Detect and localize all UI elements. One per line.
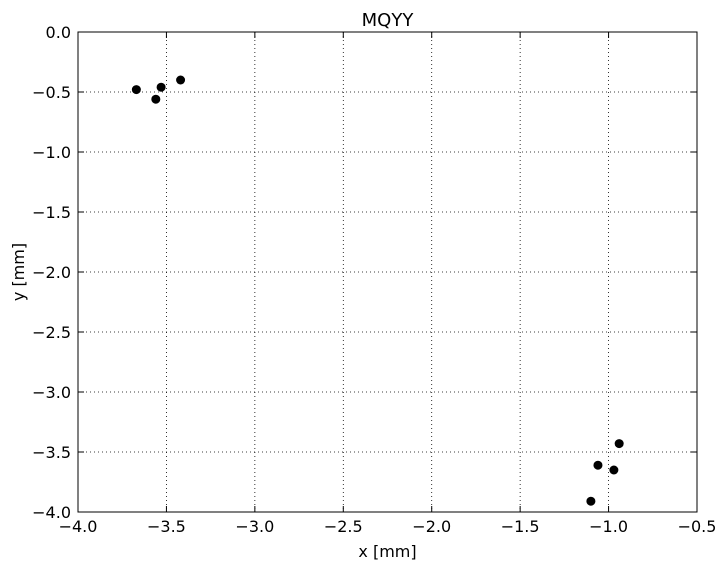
y-tick-label: −4.0 xyxy=(32,503,71,522)
y-axis-label: y [mm] xyxy=(9,243,28,301)
y-tick-label: −0.5 xyxy=(32,83,71,102)
data-point xyxy=(176,75,186,85)
x-tick-label: −4.0 xyxy=(59,517,98,536)
y-tick-label: −1.0 xyxy=(32,143,71,162)
data-point xyxy=(156,82,166,92)
x-axis-ticks: −4.0 −3.5 −3.0 −2.5 −2.0 −1.5 −1.0 −0.5 xyxy=(59,32,717,536)
data-point xyxy=(614,439,624,449)
plot-frame xyxy=(77,31,698,513)
x-tick-label: −3.5 xyxy=(147,517,186,536)
y-axis-ticks: 0.0 −0.5 −1.0 −1.5 −2.0 −2.5 −3.0 −3.5 −4.0 xyxy=(32,23,697,522)
chart-title: MQYY xyxy=(362,10,415,31)
x-tick-label: −1.5 xyxy=(501,517,540,536)
x-tick-label: −1.0 xyxy=(589,517,628,536)
y-tick-label: −3.5 xyxy=(32,443,71,462)
data-point xyxy=(609,465,619,475)
grid-lines xyxy=(78,32,697,512)
y-tick-label: −1.5 xyxy=(32,203,71,222)
y-tick-label: −2.0 xyxy=(32,263,71,282)
data-point xyxy=(593,460,603,470)
x-tick-label: −2.5 xyxy=(324,517,363,536)
data-points xyxy=(131,75,624,506)
x-tick-label: −3.0 xyxy=(235,517,274,536)
y-tick-label: −2.5 xyxy=(32,323,71,342)
x-tick-label: −2.0 xyxy=(412,517,451,536)
y-tick-label: 0.0 xyxy=(46,23,71,42)
y-tick-label: −3.0 xyxy=(32,383,71,402)
x-tick-label: −0.5 xyxy=(678,517,717,536)
data-point xyxy=(151,94,161,104)
x-axis-label: x [mm] xyxy=(358,542,416,561)
data-point xyxy=(586,496,596,506)
data-point xyxy=(131,85,141,95)
